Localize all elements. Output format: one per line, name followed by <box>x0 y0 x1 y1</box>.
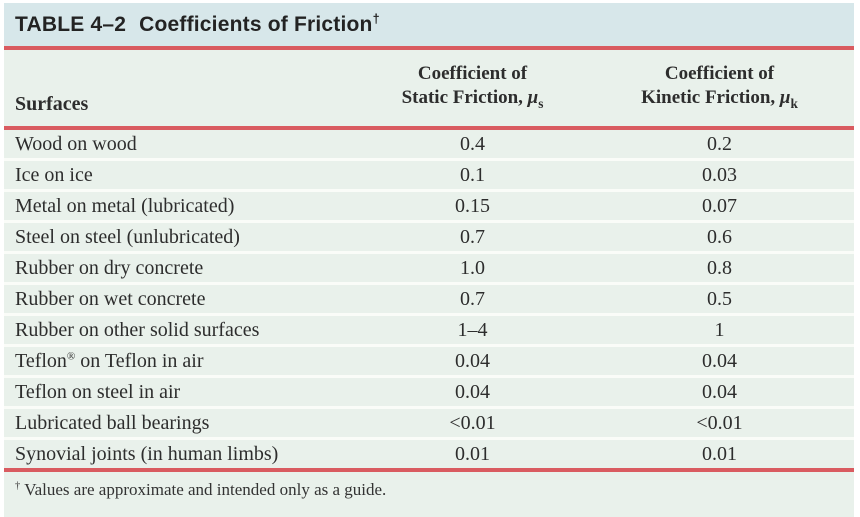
header-line: Coefficient of <box>417 62 528 84</box>
table-row: Teflon on steel in air 0.04 0.04 <box>4 375 854 408</box>
static-value-cell: 0.04 <box>360 375 585 408</box>
table-header: Surfaces Coefficient of Static Friction,… <box>4 50 854 130</box>
surface-cell: Teflon on steel in air <box>4 375 360 408</box>
table-body: Wood on wood 0.4 0.2 Ice on ice 0.1 0.03… <box>4 128 854 468</box>
red-rule-bottom <box>4 468 854 472</box>
header-text: Static Friction, <box>401 87 523 109</box>
static-value-cell: 0.1 <box>360 158 585 191</box>
column-header-kinetic-friction: Coefficient of Kinetic Friction, μk <box>585 50 854 130</box>
mu-symbol: μ <box>527 87 539 109</box>
column-header-surfaces: Surfaces <box>4 50 360 130</box>
table-row: Wood on wood 0.4 0.2 <box>4 128 854 160</box>
kinetic-value-cell: 0.04 <box>585 344 854 377</box>
table-row: Rubber on dry concrete 1.0 0.8 <box>4 251 854 284</box>
surface-cell: Ice on ice <box>4 158 360 191</box>
kinetic-value-cell: 0.01 <box>585 437 854 468</box>
footnote-dagger-mark: † <box>15 480 21 492</box>
table-row: Ice on ice 0.1 0.03 <box>4 158 854 191</box>
dagger-mark: † <box>372 11 380 26</box>
static-value-cell: 0.04 <box>360 344 585 377</box>
surface-cell: Rubber on dry concrete <box>4 251 360 284</box>
static-value-cell: 0.7 <box>360 220 585 253</box>
kinetic-value-cell: 0.2 <box>707 132 732 155</box>
kinetic-value-cell: 0.6 <box>585 220 854 253</box>
static-value-cell: 1.0 <box>360 251 585 284</box>
kinetic-value-cell: 1 <box>585 313 854 346</box>
kinetic-value-cell: 0.07 <box>585 189 854 222</box>
table-row: Rubber on other solid surfaces 1–4 1 <box>4 313 854 346</box>
table-row: Synovial joints (in human limbs) 0.01 0.… <box>4 437 854 468</box>
table-title-bar: TABLE 4–2 Coefficients of Friction† <box>4 3 854 46</box>
table-title-text: Coefficients of Friction <box>139 12 373 36</box>
surface-text: Teflon <box>15 349 67 372</box>
surface-cell: Teflon® on Teflon in air <box>4 344 360 377</box>
table-title: Coefficients of Friction† <box>139 11 380 37</box>
header-text: Kinetic Friction, <box>641 87 776 109</box>
static-value-cell: <0.01 <box>360 406 585 439</box>
surface-cell: Rubber on other solid surfaces <box>4 313 360 346</box>
surface-cell: Steel on steel (unlubricated) <box>4 220 360 253</box>
static-value-cell: 1–4 <box>360 313 585 346</box>
surface-cell: Metal on metal (lubricated) <box>4 189 360 222</box>
header-line: Static Friction, μs <box>401 87 544 112</box>
table-row: Steel on steel (unlubricated) 0.7 0.6 <box>4 220 854 253</box>
surface-text: on Teflon in air <box>75 349 204 372</box>
kinetic-value-cell: 0.5 <box>585 282 854 315</box>
surface-cell: Wood on wood <box>15 132 137 155</box>
footnote-text: Values are approximate and intended only… <box>24 480 387 499</box>
table-row: Metal on metal (lubricated) 0.15 0.07 <box>4 189 854 222</box>
mu-subscript: k <box>790 96 798 112</box>
surface-cell: Rubber on wet concrete <box>4 282 360 315</box>
friction-table: Surfaces Coefficient of Static Friction,… <box>4 50 854 468</box>
static-value-cell: 0.01 <box>360 437 585 468</box>
header-line: Kinetic Friction, μk <box>641 87 798 112</box>
mu-symbol: μ <box>779 87 791 109</box>
table-row: Lubricated ball bearings <0.01 <0.01 <box>4 406 854 439</box>
static-value-cell: 0.15 <box>360 189 585 222</box>
header-line: Coefficient of <box>664 62 775 84</box>
surface-cell: Lubricated ball bearings <box>4 406 360 439</box>
kinetic-value-cell: 0.8 <box>585 251 854 284</box>
kinetic-value-cell: 0.03 <box>585 158 854 191</box>
static-value-cell: 0.7 <box>360 282 585 315</box>
footnote: † Values are approximate and intended on… <box>4 472 854 517</box>
red-rule-top <box>4 46 854 50</box>
mu-subscript: s <box>538 96 544 112</box>
header-row: Surfaces Coefficient of Static Friction,… <box>4 50 854 130</box>
static-value-cell: 0.4 <box>460 132 485 155</box>
table-row: Rubber on wet concrete 0.7 0.5 <box>4 282 854 315</box>
table-row: Teflon® on Teflon in air 0.04 0.04 <box>4 344 854 377</box>
kinetic-value-cell: <0.01 <box>585 406 854 439</box>
kinetic-value-cell: 0.04 <box>585 375 854 408</box>
column-header-static-friction: Coefficient of Static Friction, μs <box>360 50 585 130</box>
table-number: TABLE 4–2 <box>15 12 127 36</box>
registered-trademark-mark: ® <box>66 349 76 362</box>
surface-cell: Synovial joints (in human limbs) <box>4 437 360 468</box>
